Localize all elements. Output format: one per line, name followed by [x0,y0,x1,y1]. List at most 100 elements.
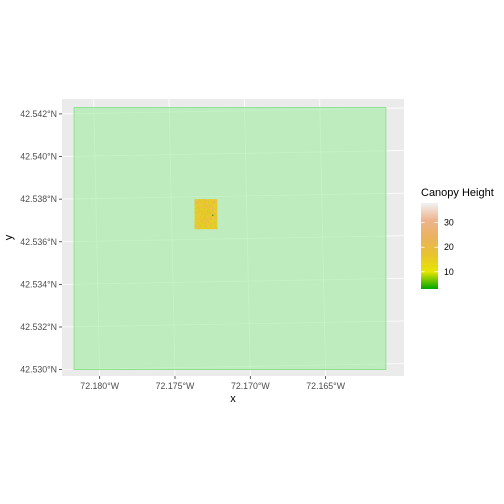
raster-cell [194,224,196,226]
raster-cell [197,214,199,216]
raster-cell [196,212,198,214]
raster-cell [206,212,209,214]
raster-cell [209,199,212,201]
raster-cell [212,204,214,206]
raster-cell [201,201,203,203]
raster-cell [209,209,212,211]
raster-cell [194,219,196,221]
raster-cell [199,224,201,226]
raster-cell [203,206,206,209]
raster-cell [202,214,205,216]
raster-cell [194,226,196,229]
raster-cell [204,222,207,224]
raster-cell [199,212,201,214]
raster-cell [198,205,200,208]
raster-cell [211,221,213,223]
raster-cell [216,206,218,209]
raster-cell [205,220,208,222]
raster-cell [198,211,200,213]
raster-cell [207,199,210,201]
raster-cell [203,211,206,213]
raster-cell [204,206,207,209]
raster-cell [204,211,207,213]
raster-cell [194,201,196,203]
x-tick-label: 72.170°W [231,381,270,391]
raster-cell [213,217,215,220]
raster-cell [205,221,208,223]
raster-cell [213,213,215,215]
raster-cell [205,215,208,218]
raster-cell [212,224,214,226]
raster-cell [212,223,214,225]
raster-cell [195,219,197,221]
raster-cell [208,210,211,212]
raster-cell [207,227,210,230]
raster-cell [216,227,218,230]
raster-cell [200,216,202,219]
raster-cell [215,209,217,211]
raster-cell [206,211,209,213]
raster-cell [208,206,211,209]
raster-cell [206,225,209,227]
raster-cell [211,222,213,224]
raster-cell [200,204,202,206]
raster-cell [204,212,207,214]
raster-cell [195,222,197,224]
raster-cell [207,220,210,222]
raster-cell [196,219,198,221]
raster-cell [209,212,212,214]
raster-cell [207,207,210,210]
raster-cell [205,217,208,220]
canopy-raster [194,199,218,230]
raster-cell [199,200,201,202]
raster-cell [201,213,203,215]
raster-cell [194,204,196,206]
raster-cell [202,209,205,211]
raster-cell [199,203,201,205]
y-tick-label: 42.532°N [20,322,57,332]
legend-tick-label: 30 [444,218,454,228]
raster-cell [202,204,205,206]
raster-cell [197,215,199,218]
raster-cell [211,204,213,206]
raster-cell [204,213,207,215]
raster-cell [205,199,208,201]
raster-cell [216,207,218,210]
raster-cell [213,200,215,202]
raster-cell [216,219,218,221]
raster-cell [195,211,197,213]
raster-cell [206,215,209,218]
raster-cell [202,215,205,218]
raster-cell [194,215,196,218]
raster-cell [209,202,212,204]
raster-cell [211,202,213,204]
raster-cell [194,203,196,205]
raster-cell [203,222,206,224]
raster-cell [216,213,218,215]
raster-cell [201,199,203,201]
raster-cell [194,223,196,225]
raster-cell [199,204,201,206]
raster-cell [208,203,211,205]
raster-cell [197,201,199,203]
y-axis-title: y [3,234,15,240]
raster-cell [202,225,205,227]
raster-cell [201,212,203,214]
raster-cell [196,224,198,226]
raster-cell [201,209,203,211]
raster-cell [215,213,217,215]
raster-cell [211,219,213,221]
raster-cell [205,223,208,225]
raster-cell [194,200,196,202]
y-tick-label: 42.540°N [20,152,57,162]
raster-cell [202,220,205,222]
raster-cell [199,201,201,203]
raster-cell [198,203,200,205]
raster-cell [197,224,199,226]
raster-cell [204,201,207,203]
raster-cell [201,226,203,229]
raster-cell [208,214,211,216]
raster-cell [214,226,216,229]
raster-cell [204,204,207,206]
raster-cell [196,220,198,222]
